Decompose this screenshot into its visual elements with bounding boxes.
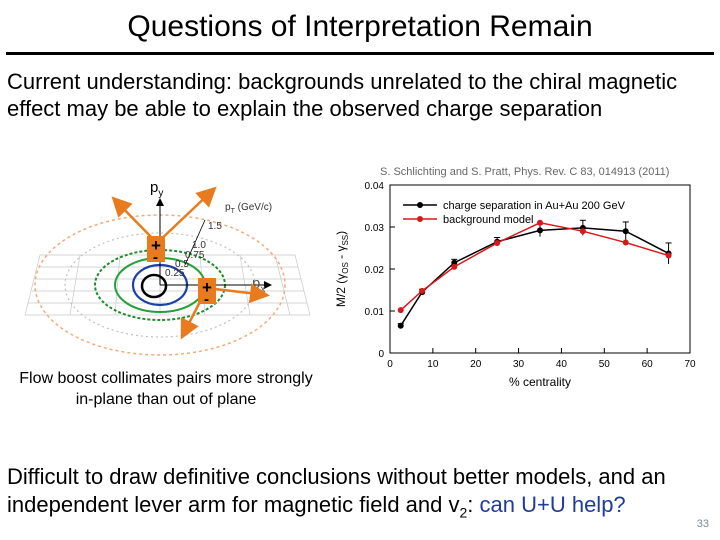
- data-point: [579, 228, 586, 235]
- pair-arrow: [111, 196, 158, 244]
- minus-sign: -: [153, 249, 158, 266]
- conclusion-text: Difficult to draw definitive conclusions…: [7, 464, 666, 521]
- x-tick-label: 0: [387, 359, 393, 370]
- slide-title: Questions of Interpretation Remain: [127, 10, 593, 43]
- data-point: [451, 263, 458, 270]
- y-tick-label: 0.02: [365, 265, 385, 276]
- data-point: [451, 259, 458, 266]
- charge-pair-marker: [198, 278, 216, 304]
- y-tick-label: 0: [378, 349, 384, 360]
- data-point: [397, 322, 404, 329]
- x-tick-label: 20: [470, 359, 482, 370]
- x-axis: 0 10 20 30 40 50 60 70: [387, 348, 696, 370]
- conclusion-highlight: can U+U help?: [479, 492, 626, 517]
- contour-label: 1.5: [208, 221, 222, 232]
- plus-sign: +: [151, 236, 161, 255]
- pt-arrow: [184, 219, 206, 266]
- title-divider: [6, 52, 714, 55]
- data-point: [622, 228, 629, 235]
- legend-marker-model: [417, 216, 423, 222]
- data-point: [419, 287, 426, 294]
- contour-label: 0.75: [185, 250, 205, 261]
- contour-label: 0.5: [175, 259, 189, 270]
- chart-citation: S. Schlichting and S. Pratt, Phys. Rev. …: [380, 166, 669, 178]
- x-tick-label: 10: [427, 359, 439, 370]
- data-point: [494, 239, 501, 246]
- y-tick-label: 0.04: [365, 181, 385, 192]
- centrality-chart: S. Schlichting and S. Pratt, Phys. Rev. …: [334, 166, 696, 389]
- v2-subscript: 2: [459, 504, 468, 521]
- y-axis: 0 0.01 0.02 0.03 0.04: [365, 181, 395, 360]
- contour-label: 0.25: [165, 268, 185, 279]
- x-tick-label: 60: [642, 359, 654, 370]
- contour-0p25: [140, 273, 168, 299]
- x-tick-label: 50: [599, 359, 611, 370]
- legend-label-model: background model: [443, 214, 534, 226]
- y-tick-label: 0.03: [365, 223, 385, 234]
- data-point: [665, 252, 672, 259]
- data-point: [537, 219, 543, 226]
- diagram-caption: Flow boost collimates pairs more strongl…: [19, 370, 313, 408]
- data-point: [537, 227, 543, 234]
- legend: charge separation in Au+Au 200 GeV backg…: [403, 200, 626, 226]
- minus-sign: -: [204, 291, 209, 308]
- plus-sign: +: [202, 278, 212, 297]
- momentum-contour-diagram: py px pT (GeV/c) 1.5 1.0 0.75 0.5 0.25 +…: [24, 179, 311, 356]
- x-axis-label: % centrality: [509, 375, 571, 389]
- series-layer: [397, 219, 672, 329]
- charge-pair-marker: [147, 236, 165, 262]
- grid-plane: [24, 254, 311, 316]
- y-axis-label: M/2 (γOS - γSS): [334, 231, 350, 307]
- pt-label: pT (GeV/c): [225, 202, 272, 215]
- data-point: [397, 307, 404, 314]
- contour-label: 1.0: [192, 240, 206, 251]
- legend-label-data: charge separation in Au+Au 200 GeV: [443, 200, 626, 212]
- px-axis-label: px: [252, 275, 265, 295]
- pair-arrow: [206, 283, 270, 304]
- x-tick-label: 70: [684, 359, 696, 370]
- x-tick-label: 30: [513, 359, 525, 370]
- y-tick-label: 0.01: [365, 307, 385, 318]
- series-line-1: [400, 222, 669, 311]
- pair-arrow: [156, 186, 217, 244]
- x-tick-label: 40: [556, 359, 568, 370]
- intro-text: Current understanding: backgrounds unrel…: [7, 69, 678, 121]
- data-point: [622, 239, 629, 246]
- page-number: 33: [696, 518, 709, 530]
- legend-marker-data: [417, 202, 423, 208]
- py-axis-label: py: [150, 179, 163, 199]
